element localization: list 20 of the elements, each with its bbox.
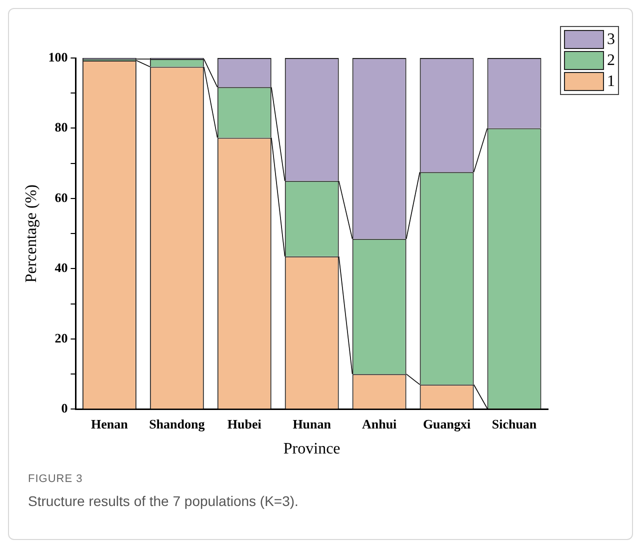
y-tick-label: 80 bbox=[54, 120, 68, 135]
legend-label: 3 bbox=[607, 30, 615, 48]
caption: FIGURE 3 bbox=[28, 472, 84, 487]
y-tick-label: 60 bbox=[54, 190, 68, 205]
x-tick-label: Henan bbox=[91, 416, 129, 432]
x-tick-label: Sichuan bbox=[492, 416, 538, 432]
x-tick-label: Anhui bbox=[362, 416, 398, 432]
text: Structure results of the 7 populations (K=3). bbox=[28, 492, 298, 511]
x-axis-title: Province bbox=[283, 440, 340, 458]
x-tick-label: Guangxi bbox=[422, 416, 472, 432]
y-tick-label: 100 bbox=[48, 49, 68, 64]
x-tick-label: Hunan bbox=[292, 416, 332, 432]
text: 1 bbox=[607, 72, 615, 90]
y-tick-label: 0 bbox=[61, 400, 68, 416]
x-tick-label: Hubei bbox=[227, 416, 262, 432]
legend-label: 2 bbox=[607, 52, 615, 70]
x-tick-label: Shandong bbox=[149, 416, 206, 432]
y-tick-label: 40 bbox=[54, 260, 68, 276]
y-axis-title: Percentage (%) bbox=[22, 184, 40, 283]
y-tick-label: 20 bbox=[54, 330, 68, 346]
